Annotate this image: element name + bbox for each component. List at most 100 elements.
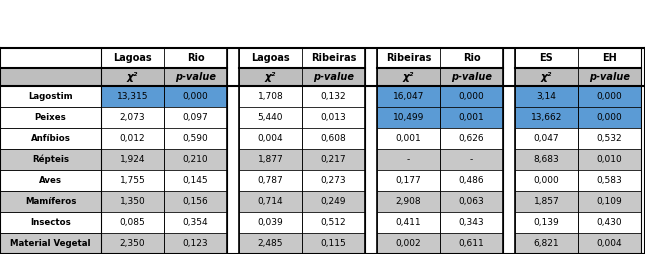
Bar [239,68,365,86]
Text: 2,908: 2,908 [395,197,421,206]
Bar [377,170,440,191]
Text: 0,047: 0,047 [533,134,559,143]
Text: 0,217: 0,217 [321,155,346,164]
Bar [0,107,101,128]
Text: 0,714: 0,714 [258,197,283,206]
Bar [302,149,365,170]
Text: 0,000: 0,000 [597,92,622,101]
Bar [302,107,365,128]
Text: 0,123: 0,123 [183,239,208,248]
Text: χ²: χ² [127,72,138,82]
Bar [164,212,227,233]
Text: Lagoas: Lagoas [251,53,290,63]
Bar [515,128,578,149]
Bar [578,107,641,128]
Bar [515,233,578,254]
Bar [440,128,503,149]
Text: 0,001: 0,001 [459,113,484,122]
Text: 0,039: 0,039 [257,218,283,227]
Bar [239,107,302,128]
Bar [515,212,578,233]
Text: 0,132: 0,132 [321,92,346,101]
Text: 0,608: 0,608 [321,134,346,143]
Text: 0,486: 0,486 [459,176,484,185]
Text: Material Vegetal: Material Vegetal [10,239,91,248]
Text: 3,14: 3,14 [537,92,557,101]
Bar [0,128,101,149]
Text: 0,002: 0,002 [395,239,421,248]
Text: χ²: χ² [541,72,552,82]
Text: 0,085: 0,085 [119,218,145,227]
Bar [239,191,302,212]
Text: 2,073: 2,073 [120,113,145,122]
Bar [239,128,302,149]
Text: EH: EH [602,53,617,63]
Bar [164,149,227,170]
Bar [239,48,365,68]
Text: Répteis: Répteis [32,155,69,164]
Bar [578,170,641,191]
Bar [0,191,101,212]
Text: 2,350: 2,350 [120,239,145,248]
Text: 0,145: 0,145 [183,176,208,185]
Text: 2,485: 2,485 [258,239,283,248]
Bar [0,48,101,68]
Bar [239,212,302,233]
Text: Anfíbios: Anfíbios [30,134,70,143]
Text: p-value: p-value [589,72,630,82]
Bar [101,191,164,212]
Text: 0,139: 0,139 [533,218,559,227]
Text: 13,662: 13,662 [531,113,562,122]
Text: p-value: p-value [451,72,492,82]
Bar [440,233,503,254]
Text: 0,000: 0,000 [533,176,559,185]
Text: 0,512: 0,512 [321,218,346,227]
Bar [164,128,227,149]
Bar [239,170,302,191]
Text: 0,000: 0,000 [183,92,208,101]
Bar [377,149,440,170]
Bar [302,86,365,107]
Bar [302,212,365,233]
Bar [515,149,578,170]
Text: 0,210: 0,210 [183,155,208,164]
Bar [0,86,101,107]
Text: 0,590: 0,590 [183,134,208,143]
Bar [164,86,227,107]
Bar [515,48,641,68]
Text: 0,097: 0,097 [183,113,208,122]
Text: 0,000: 0,000 [459,92,484,101]
Text: ES: ES [540,53,553,63]
Bar [101,233,164,254]
Text: 1,877: 1,877 [257,155,283,164]
Bar [440,212,503,233]
Bar [515,191,578,212]
Bar [377,86,440,107]
Text: Mamíferos: Mamíferos [25,197,76,206]
Text: 0,411: 0,411 [395,218,421,227]
Text: 0,156: 0,156 [183,197,208,206]
Text: 0,004: 0,004 [258,134,283,143]
Text: 1,924: 1,924 [120,155,145,164]
Bar [440,107,503,128]
Bar [578,233,641,254]
Text: p-value: p-value [175,72,216,82]
Text: p-value: p-value [313,72,354,82]
Bar [515,170,578,191]
Text: 0,354: 0,354 [183,218,208,227]
Bar [302,191,365,212]
Text: Lagostim: Lagostim [28,92,73,101]
Bar [239,149,302,170]
Bar [377,233,440,254]
Bar [101,107,164,128]
Text: Rio: Rio [186,53,204,63]
Text: 0,532: 0,532 [597,134,622,143]
Bar [101,48,227,68]
Bar [302,170,365,191]
Bar [0,212,101,233]
Text: 0,626: 0,626 [459,134,484,143]
Text: 0,115: 0,115 [321,239,346,248]
Bar [101,212,164,233]
Text: Ribeiras: Ribeiras [386,53,432,63]
Text: 0,000: 0,000 [597,113,622,122]
